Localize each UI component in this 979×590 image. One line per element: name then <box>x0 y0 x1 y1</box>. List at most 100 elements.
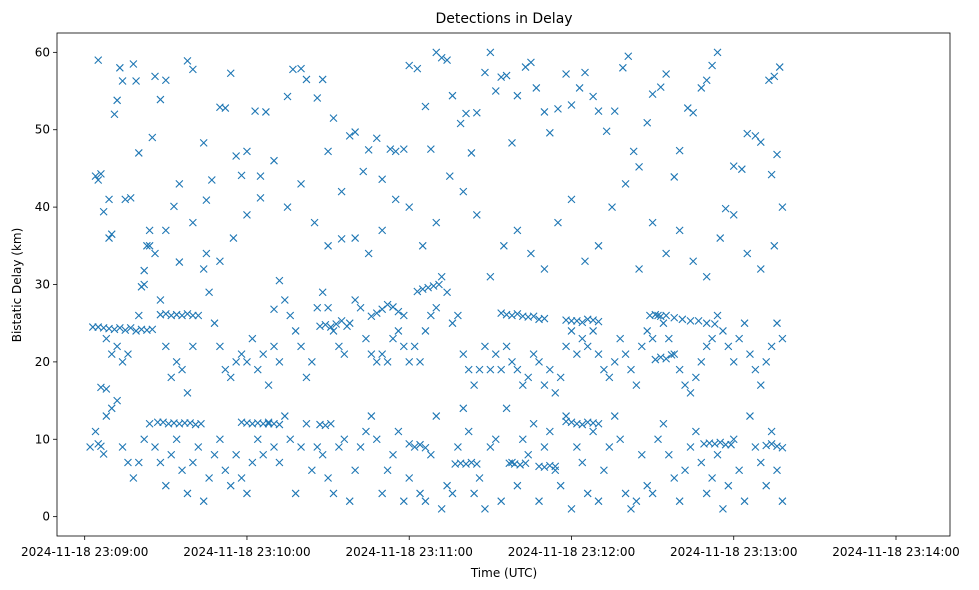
data-point <box>610 412 619 420</box>
data-point <box>216 342 224 351</box>
data-point <box>345 497 354 506</box>
data-point <box>743 129 752 138</box>
data-point <box>326 323 335 331</box>
data-point <box>345 132 354 140</box>
data-point <box>545 365 554 374</box>
data-point <box>567 505 576 513</box>
data-point <box>502 342 511 351</box>
data-point <box>302 419 311 428</box>
x-axis: 2024-11-18 23:09:00 2024-11-18 23:10:00 20… <box>21 536 960 559</box>
data-point <box>118 357 127 366</box>
data-point <box>735 334 744 343</box>
data-point <box>129 60 138 68</box>
data-point <box>702 342 711 351</box>
data-point <box>654 311 662 320</box>
data-point <box>513 91 522 100</box>
data-point <box>367 312 376 321</box>
data-point <box>413 64 422 73</box>
data-point <box>589 92 598 101</box>
data-point <box>602 127 611 136</box>
data-point <box>372 357 381 366</box>
data-point <box>367 412 376 420</box>
data-point <box>132 77 140 85</box>
y-tick-label: 20 <box>35 355 50 369</box>
data-point <box>756 138 765 147</box>
data-point <box>226 481 235 490</box>
data-point <box>383 357 392 366</box>
data-point <box>389 450 397 459</box>
data-point <box>656 83 665 92</box>
data-point <box>627 505 635 513</box>
data-point <box>259 450 268 459</box>
data-point <box>172 435 181 444</box>
data-point <box>664 450 673 459</box>
data-point <box>724 481 733 490</box>
data-point <box>702 272 711 281</box>
data-point <box>540 443 549 451</box>
data-point <box>729 162 738 170</box>
data-point <box>567 195 576 204</box>
data-point <box>161 342 170 351</box>
data-point <box>432 412 441 420</box>
data-point <box>735 466 744 475</box>
data-point <box>256 193 265 202</box>
data-point <box>513 481 522 490</box>
y-tick-label: 10 <box>35 432 50 446</box>
data-point <box>99 450 108 458</box>
data-point <box>635 162 643 171</box>
data-point <box>137 325 146 334</box>
data-point <box>556 373 565 382</box>
data-point <box>243 147 251 156</box>
data-point <box>389 334 397 343</box>
data-point <box>188 65 197 74</box>
data-point <box>648 489 657 498</box>
data-point <box>729 210 738 219</box>
y-tick-label: 40 <box>35 200 50 214</box>
data-point <box>132 327 140 335</box>
data-point <box>516 460 524 469</box>
data-point <box>481 342 489 351</box>
data-point <box>678 315 687 324</box>
data-point <box>318 450 327 459</box>
data-point <box>662 354 671 363</box>
data-point <box>540 463 549 472</box>
data-point <box>262 108 270 116</box>
data-point <box>167 450 176 459</box>
data-point <box>221 466 230 475</box>
data-point <box>486 365 495 374</box>
data-point <box>302 373 311 382</box>
data-point <box>421 327 430 335</box>
data-point <box>708 334 716 343</box>
data-point <box>464 427 473 436</box>
data-point <box>416 440 424 449</box>
data-point <box>253 365 262 374</box>
data-point <box>91 172 100 181</box>
data-point <box>297 342 305 351</box>
data-point <box>418 285 427 294</box>
data-point <box>497 497 506 506</box>
data-point <box>594 497 603 506</box>
data-point <box>632 381 641 389</box>
data-point <box>275 357 284 366</box>
x-tick-label: 2024-11-18 23:11:00 <box>345 545 472 559</box>
data-point <box>175 180 184 188</box>
data-point <box>632 497 641 506</box>
data-point <box>491 350 500 359</box>
data-point <box>110 110 119 119</box>
data-point <box>275 458 284 467</box>
data-point <box>159 418 168 427</box>
data-point <box>670 313 679 322</box>
data-point <box>572 316 581 325</box>
data-point <box>307 357 316 366</box>
data-point <box>527 58 535 67</box>
data-point <box>99 207 108 216</box>
data-point <box>372 309 381 318</box>
data-point <box>459 350 468 359</box>
data-point <box>264 418 273 427</box>
data-point <box>502 71 511 80</box>
data-point <box>713 311 722 320</box>
data-point <box>675 226 684 235</box>
data-point <box>616 435 625 444</box>
data-point <box>86 443 94 451</box>
data-point <box>567 418 576 427</box>
